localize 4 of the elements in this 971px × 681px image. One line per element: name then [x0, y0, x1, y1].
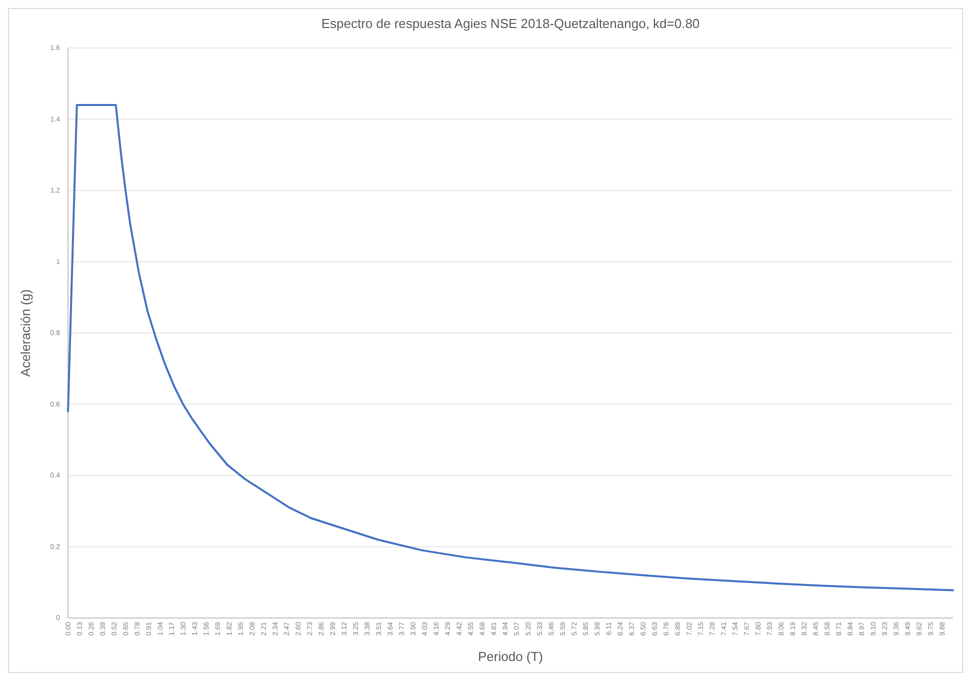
y-axis-title: Aceleración (g)	[18, 289, 33, 377]
x-axis-title: Periodo (T)	[478, 649, 544, 664]
line-series	[67, 104, 954, 592]
chart-title: Espectro de respuesta Agies NSE 2018-Quetzaltenango, kd=0.80	[321, 16, 700, 31]
